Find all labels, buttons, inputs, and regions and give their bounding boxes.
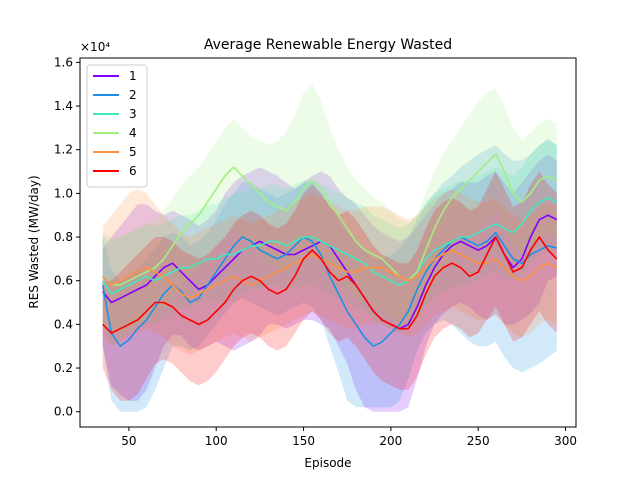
- legend-label-4: 4: [129, 126, 137, 140]
- legend: 1 2 3 4 5 6: [86, 64, 148, 188]
- band-series-6: [102, 171, 557, 401]
- y-tick-label: 0.2: [54, 361, 73, 375]
- y-tick-label: 0.6: [54, 274, 73, 288]
- y-axis: 0.0 0.2 0.4 0.6 0.8 1.0 1.2 1.4 1.6: [54, 55, 80, 419]
- line-series-3: [102, 196, 558, 295]
- x-tick-label: 300: [554, 434, 577, 448]
- legend-box: [86, 64, 148, 188]
- series-lines: [101, 153, 558, 348]
- y-tick-label: 1.0: [54, 186, 73, 200]
- x-axis: 50 100 150 200 250 300: [121, 427, 577, 448]
- y-tick-label: 0.8: [54, 230, 73, 244]
- y-axis-label: RES Wasted (MW/day): [27, 175, 41, 308]
- legend-label-6: 6: [129, 164, 137, 178]
- x-tick-label: 200: [379, 434, 402, 448]
- band-series-3: [102, 141, 557, 347]
- band-series-1: [102, 154, 557, 412]
- x-axis-label: Episode: [304, 456, 351, 470]
- y-tick-label: 1.2: [54, 143, 73, 157]
- line-series-5: [102, 249, 558, 300]
- band-series-4: [102, 84, 557, 334]
- line-series-4: [102, 153, 558, 286]
- line-series-2: [101, 231, 557, 348]
- x-tick-label: 50: [121, 434, 136, 448]
- line-series-6: [102, 236, 558, 334]
- legend-label-2: 2: [129, 88, 137, 102]
- x-tick-label: 100: [205, 434, 228, 448]
- chart-title: Average Renewable Energy Wasted: [204, 37, 452, 53]
- y-tick-label: 1.6: [54, 55, 73, 69]
- legend-label-5: 5: [129, 145, 137, 159]
- y-tick-label: 1.4: [54, 99, 73, 113]
- legend-label-1: 1: [129, 69, 137, 83]
- x-tick-label: 250: [467, 434, 490, 448]
- x-tick-label: 150: [292, 434, 315, 448]
- y-tick-label: 0.4: [54, 317, 73, 331]
- legend-label-3: 3: [129, 107, 137, 121]
- y-offset-label: ×10⁴: [80, 40, 110, 54]
- plot-frame: [79, 57, 577, 428]
- y-tick-label: 0.0: [54, 405, 73, 419]
